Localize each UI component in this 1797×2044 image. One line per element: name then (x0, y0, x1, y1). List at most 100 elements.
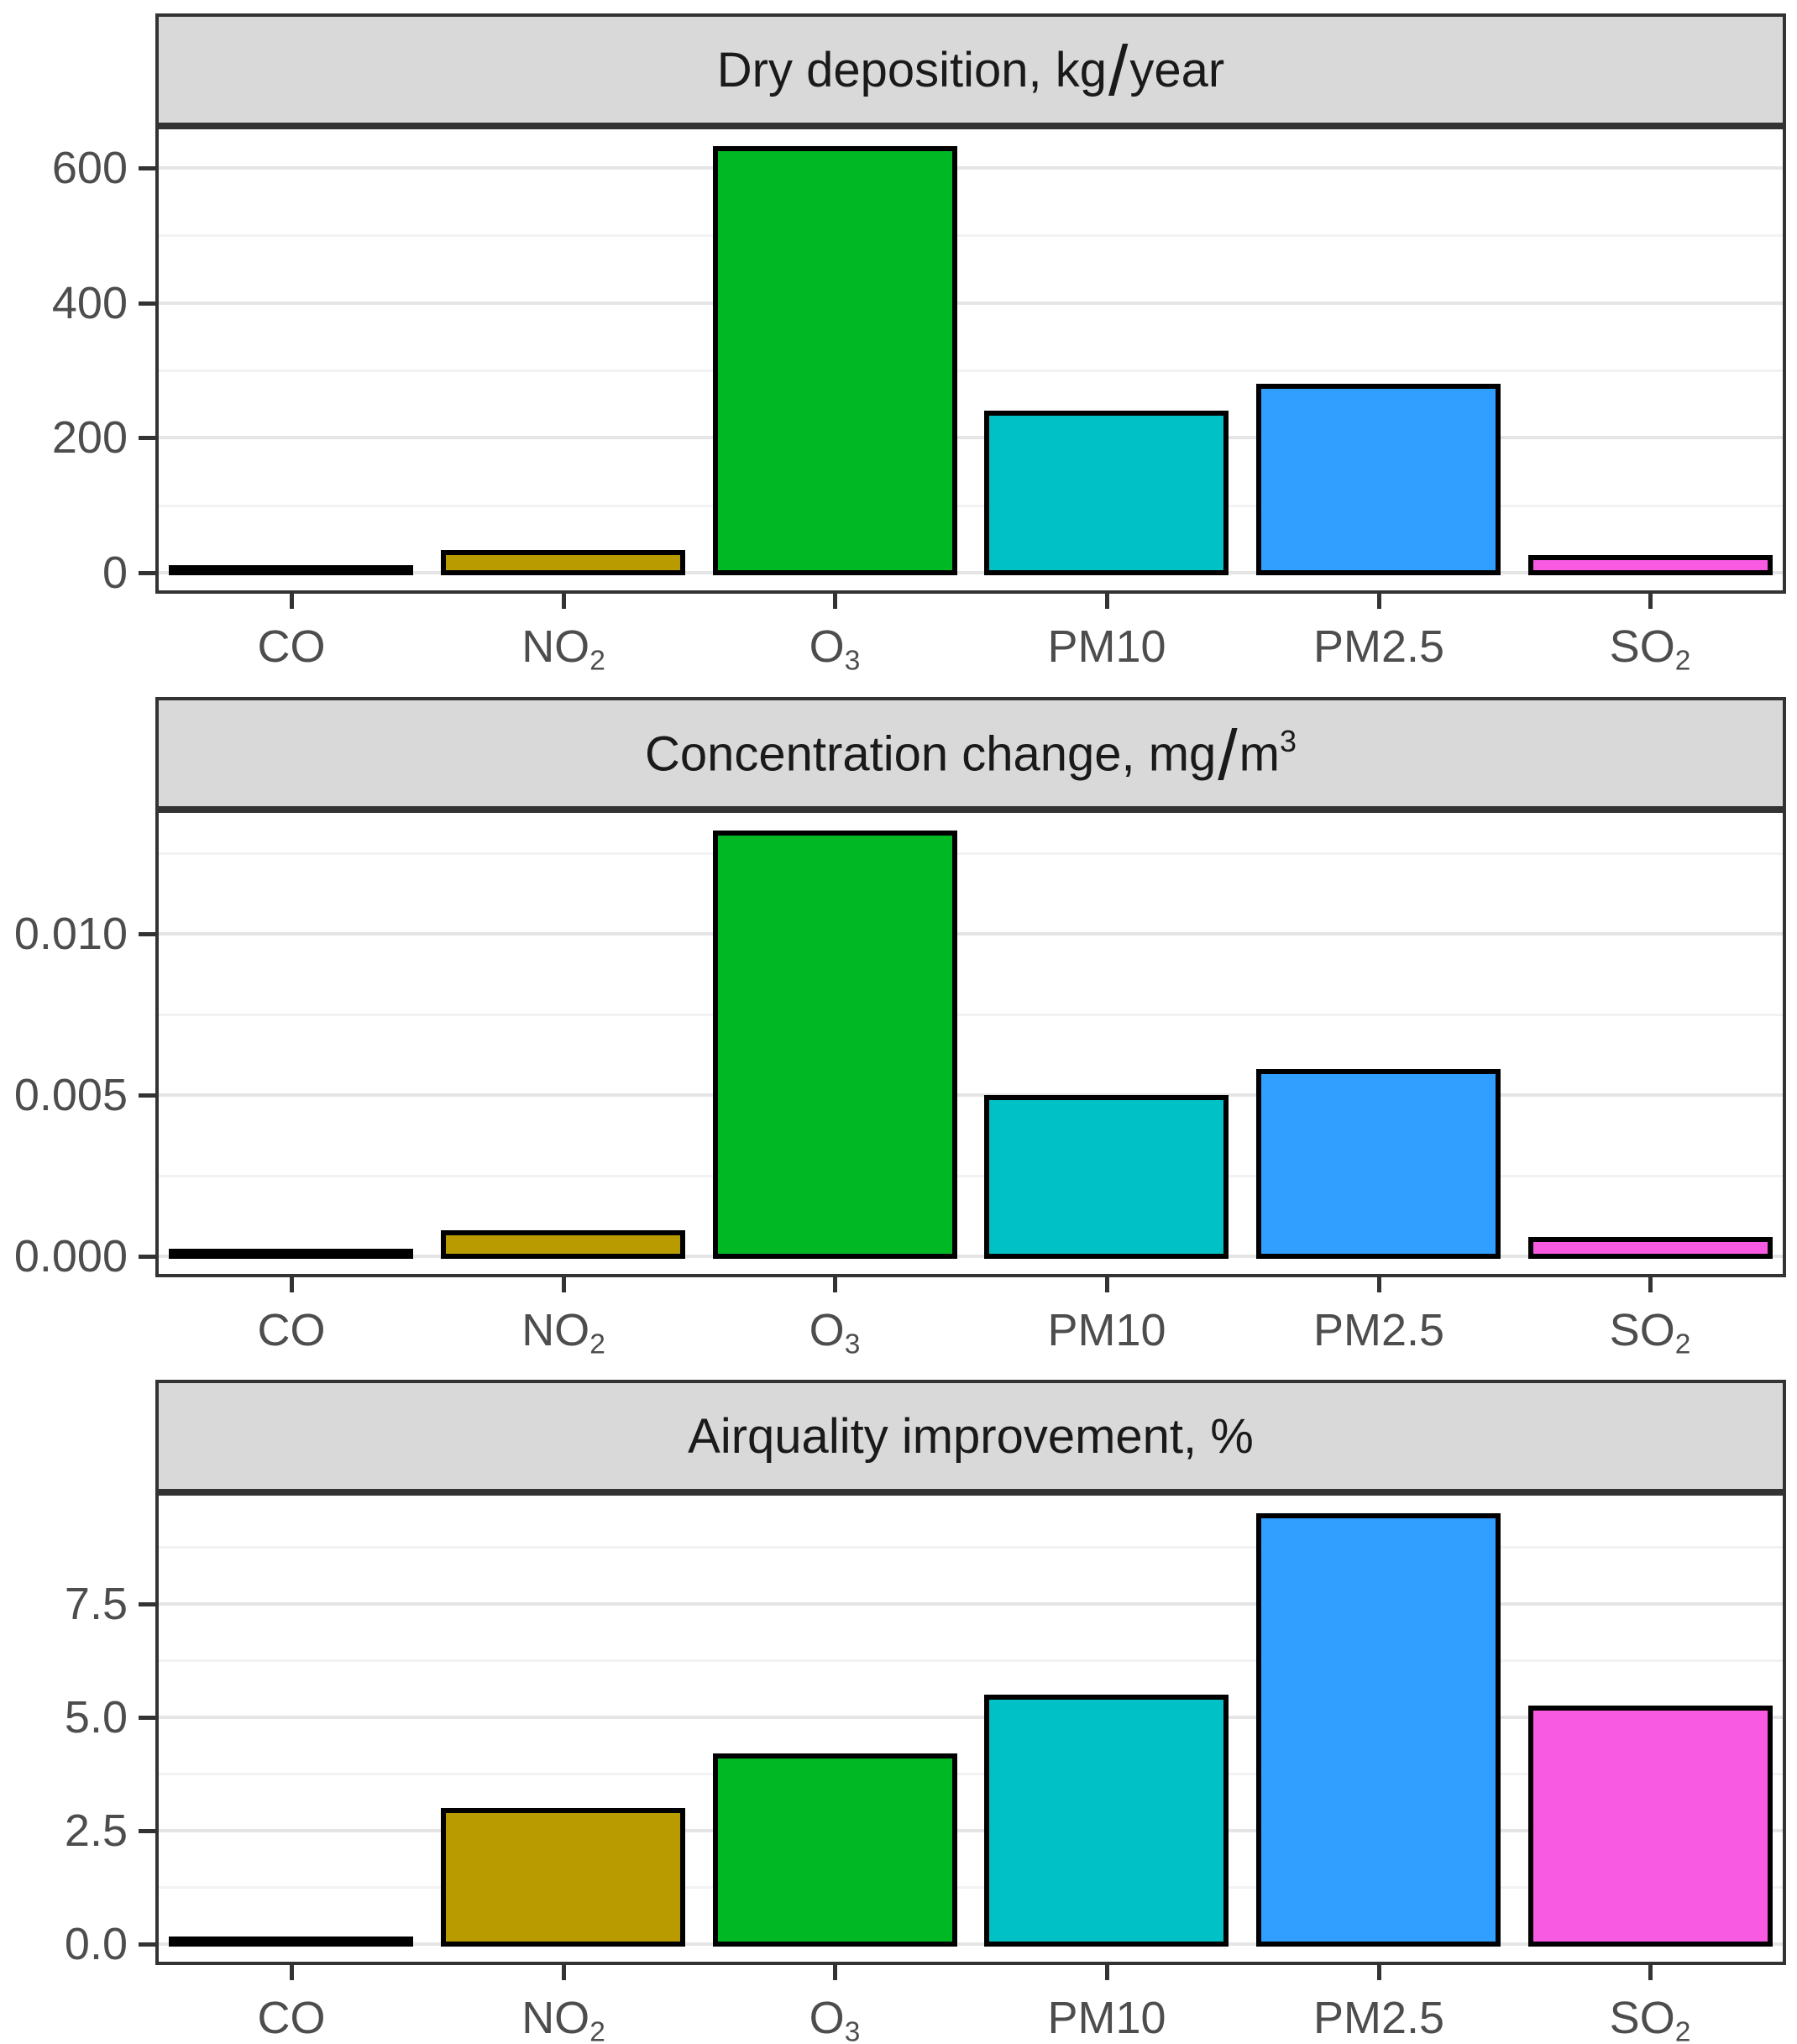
y-axis-tick-label: 0 (102, 548, 128, 598)
bar-pm10-facet3 (984, 1695, 1229, 1947)
x-category-label-so2: SO2 (1514, 616, 1786, 678)
gridline-major (159, 1093, 1783, 1097)
x-category-label-part: PM2.5 (1312, 1993, 1445, 2043)
y-axis-tick-label: 7.5 (64, 1579, 128, 1629)
gridline-minor (159, 1773, 1783, 1776)
bar-co-facet3 (169, 1937, 413, 1947)
x-axis-tick (562, 594, 566, 609)
x-axis-tick (1648, 594, 1653, 609)
gridline-major (159, 571, 1783, 574)
gridline-major (159, 1601, 1783, 1606)
y-axis-tick (139, 1716, 155, 1720)
y-axis-tick-label: 0.0 (64, 1919, 128, 1969)
y-axis-tick (139, 1255, 155, 1259)
facet-strip-2: Concentration change, mg/m3 (155, 697, 1786, 810)
gridline-minor (159, 1886, 1783, 1889)
x-category-label-part: 2 (1674, 1329, 1691, 1360)
x-axis-tick (833, 1277, 837, 1292)
x-category-label-pm10: PM10 (971, 1299, 1243, 1361)
x-category-label-part: PM2.5 (1312, 1305, 1445, 1355)
y-axis-tick-label: 0.000 (13, 1231, 128, 1281)
y-axis-tick-label: 0.005 (13, 1070, 128, 1120)
x-category-label-part: NO (521, 621, 590, 672)
x-category-label-part: PM10 (1047, 621, 1166, 672)
bar-pm2-5-facet1 (1256, 384, 1501, 575)
bar-pm2-5-facet2 (1256, 1069, 1501, 1259)
plot-panel-1 (155, 126, 1786, 594)
y-axis-tick (139, 1093, 155, 1098)
gridline-major (159, 931, 1783, 936)
y-axis-tick-label: 400 (51, 278, 128, 328)
y-axis-tick-label: 2.5 (64, 1806, 128, 1856)
x-category-label-o3: O3 (699, 616, 971, 678)
x-category-label-pm2-5: PM2.5 (1243, 1299, 1515, 1361)
x-category-label-part: NO (521, 1305, 590, 1355)
gridline-minor (159, 369, 1783, 372)
bar-pm10-facet1 (984, 411, 1229, 575)
facet-title-part: / (1108, 30, 1129, 110)
x-axis-tick (1377, 594, 1381, 609)
bar-co-facet2 (169, 1249, 413, 1259)
bar-o3-facet1 (713, 146, 957, 575)
x-axis-tick (1648, 1277, 1653, 1292)
gridline-major (159, 1942, 1783, 1946)
x-category-label-o3: O3 (699, 1987, 971, 2044)
gridline-minor (159, 852, 1783, 855)
facet-title-part: 3 (1280, 724, 1297, 759)
plot-panel-2 (155, 810, 1786, 1277)
gridline-minor (159, 1174, 1783, 1177)
bar-no2-facet1 (441, 550, 685, 575)
bar-co-facet1 (169, 565, 413, 575)
gridline-minor (159, 1659, 1783, 1663)
facet-strip-1: Dry deposition, kg/year (155, 13, 1786, 126)
bar-pm2-5-facet3 (1256, 1513, 1501, 1947)
facet-title-part: year (1129, 42, 1225, 97)
y-axis-tick (139, 166, 155, 170)
gridline-major (159, 1255, 1783, 1258)
x-category-label-part: CO (257, 1305, 326, 1355)
gridline-minor (159, 1013, 1783, 1016)
x-category-label-no2: NO2 (427, 616, 699, 678)
x-category-label-part: 3 (844, 645, 861, 677)
x-axis-tick (1105, 1277, 1109, 1292)
facet-title-part: Airquality improvement, % (688, 1408, 1254, 1464)
x-category-label-part: 3 (844, 1329, 861, 1360)
y-axis-tick (139, 301, 155, 306)
bar-pm10-facet2 (984, 1095, 1229, 1259)
facet-title-2: Concentration change, mg/m3 (645, 720, 1297, 790)
x-category-label-pm10: PM10 (971, 616, 1243, 678)
x-category-label-so2: SO2 (1514, 1987, 1786, 2044)
x-axis-tick (1648, 1965, 1653, 1980)
x-category-label-part: PM10 (1047, 1305, 1166, 1355)
x-category-label-pm10: PM10 (971, 1987, 1243, 2044)
facet-title-part: Dry deposition, kg (716, 42, 1108, 97)
x-axis-tick (1377, 1965, 1381, 1980)
x-category-label-co: CO (155, 616, 427, 678)
x-axis-tick (1105, 594, 1109, 609)
facet-title-part: / (1218, 715, 1238, 794)
gridline-minor (159, 504, 1783, 507)
x-category-label-part: PM2.5 (1312, 621, 1445, 672)
gridline-minor (159, 234, 1783, 238)
x-category-label-part: CO (257, 621, 326, 672)
x-axis-tick (1377, 1277, 1381, 1292)
bar-so2-facet3 (1528, 1706, 1773, 1947)
y-axis-tick (139, 1829, 155, 1833)
x-axis-tick (562, 1277, 566, 1292)
bar-o3-facet2 (713, 831, 957, 1259)
y-axis-tick (139, 436, 155, 440)
x-category-label-part: 2 (1674, 2016, 1691, 2044)
x-category-label-part: SO (1609, 1305, 1675, 1355)
x-category-label-part: 2 (589, 645, 605, 677)
x-category-label-co: CO (155, 1987, 427, 2044)
y-axis-tick (139, 932, 155, 936)
facet-title-part: m (1239, 726, 1280, 782)
x-category-label-pm2-5: PM2.5 (1243, 1987, 1515, 2044)
gridline-major (159, 165, 1783, 170)
x-category-label-part: 2 (589, 2016, 605, 2044)
gridline-major (159, 301, 1783, 305)
x-axis-tick (562, 1965, 566, 1980)
gridline-major (159, 436, 1783, 440)
x-category-label-part: CO (257, 1993, 326, 2043)
